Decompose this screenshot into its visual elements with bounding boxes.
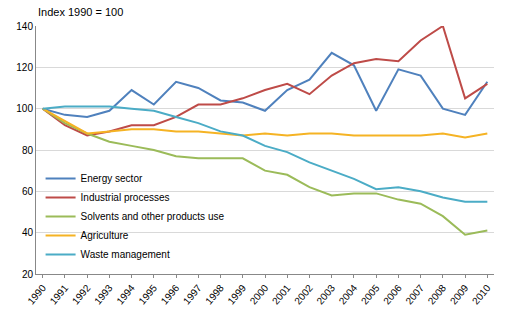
svg-text:2002: 2002 — [292, 282, 315, 306]
svg-text:2007: 2007 — [403, 282, 426, 306]
svg-text:1990: 1990 — [25, 282, 48, 306]
svg-text:1993: 1993 — [92, 282, 115, 306]
svg-text:140: 140 — [16, 21, 33, 32]
svg-text:Agriculture: Agriculture — [81, 230, 129, 241]
svg-text:2003: 2003 — [314, 282, 337, 306]
svg-text:2010: 2010 — [470, 282, 493, 306]
svg-text:Index 1990 = 100: Index 1990 = 100 — [38, 6, 123, 18]
svg-text:120: 120 — [16, 62, 33, 73]
svg-text:1998: 1998 — [203, 282, 226, 306]
svg-text:1991: 1991 — [48, 282, 71, 306]
svg-text:1992: 1992 — [70, 282, 93, 306]
svg-text:2000: 2000 — [248, 282, 271, 306]
svg-text:Energy sector: Energy sector — [81, 173, 143, 184]
svg-text:100: 100 — [16, 103, 33, 114]
svg-text:Solvents and other products us: Solvents and other products use — [81, 211, 225, 222]
svg-text:1999: 1999 — [225, 282, 248, 306]
svg-text:2005: 2005 — [359, 282, 382, 306]
svg-text:Industrial processes: Industrial processes — [81, 192, 170, 203]
svg-text:2006: 2006 — [381, 282, 404, 306]
svg-text:Waste management: Waste management — [81, 249, 170, 260]
svg-text:1995: 1995 — [136, 282, 159, 306]
svg-text:1994: 1994 — [114, 282, 137, 306]
svg-text:80: 80 — [22, 145, 34, 156]
svg-text:1997: 1997 — [181, 282, 204, 306]
svg-text:2004: 2004 — [337, 282, 360, 306]
svg-text:2009: 2009 — [448, 282, 471, 306]
svg-text:1996: 1996 — [159, 282, 182, 306]
svg-text:2008: 2008 — [425, 282, 448, 306]
svg-text:20: 20 — [22, 269, 34, 280]
svg-text:2001: 2001 — [270, 282, 293, 306]
svg-text:60: 60 — [22, 186, 34, 197]
svg-text:40: 40 — [22, 227, 34, 238]
